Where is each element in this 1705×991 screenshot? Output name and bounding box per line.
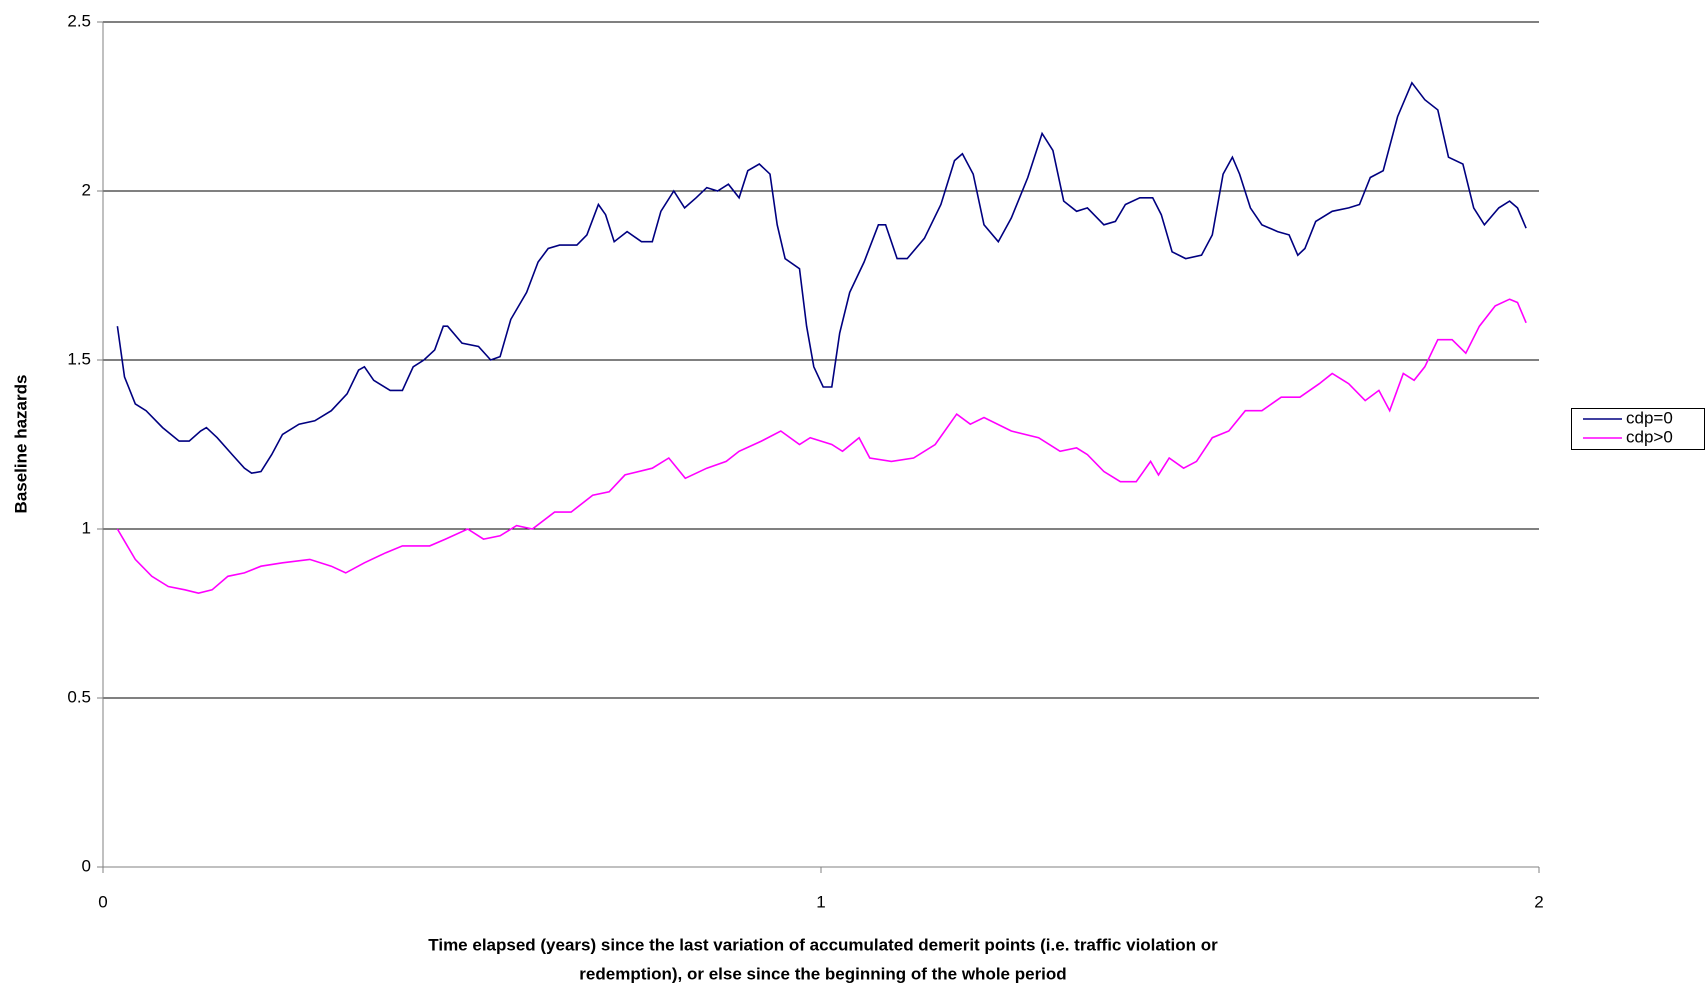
y-tick-label: 0.5 — [67, 687, 91, 706]
y-tick-label: 1 — [82, 518, 91, 537]
y-tick-label: 2.5 — [67, 11, 91, 30]
legend-label: cdp=0 — [1626, 408, 1673, 427]
series-line — [116, 298, 1527, 595]
x-axis-label: redemption), or else since the beginning… — [579, 964, 1066, 983]
x-tick-label: 0 — [98, 892, 107, 911]
x-tick-label: 1 — [816, 892, 825, 911]
y-tick-label: 0 — [82, 856, 91, 875]
legend-label: cdp>0 — [1626, 427, 1673, 446]
legend-box — [1571, 408, 1705, 450]
y-axis-label: Baseline hazards — [11, 375, 30, 514]
series-line — [116, 81, 1527, 475]
y-tick-label: 2 — [82, 180, 91, 199]
x-tick-label: 2 — [1534, 892, 1543, 911]
y-tick-label: 1.5 — [67, 349, 91, 368]
x-axis-label: Time elapsed (years) since the last vari… — [428, 935, 1218, 954]
